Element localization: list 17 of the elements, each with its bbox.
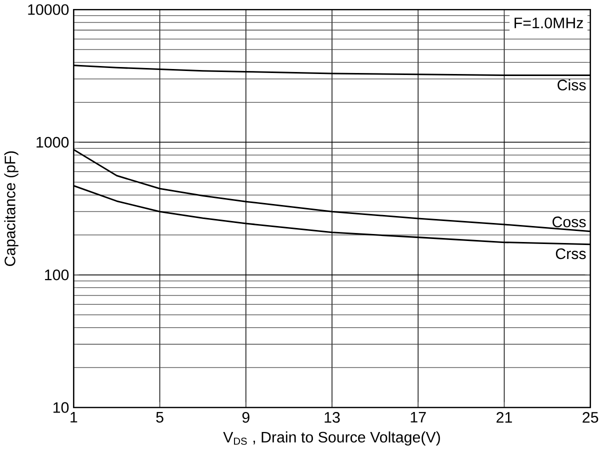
x-tick-label: 21 — [496, 412, 512, 423]
series-label: Crss — [556, 248, 586, 260]
x-tick-label: 9 — [242, 412, 250, 423]
series-label: Coss — [552, 216, 586, 228]
x-tick-label: 5 — [156, 412, 164, 423]
x-tick-label: 1 — [70, 412, 78, 423]
y-tick-label: 10 — [53, 402, 69, 414]
x-tick-label: 17 — [410, 412, 426, 423]
y-axis-title: Capacitance (pF) — [4, 151, 18, 266]
x-axis-title: V$_{DS}$ , Drain to Source Voltage(V) — [223, 432, 440, 446]
y-tick-label: 10000 — [28, 4, 69, 16]
x-tick-label: 13 — [324, 412, 340, 423]
y-tick-label: 100 — [45, 270, 69, 280]
series-label: Ciss — [558, 79, 586, 91]
annotation: F=1.0MHz — [514, 18, 583, 28]
x-tick-label: 25 — [582, 412, 598, 423]
y-tick-label: 1000 — [36, 136, 69, 148]
